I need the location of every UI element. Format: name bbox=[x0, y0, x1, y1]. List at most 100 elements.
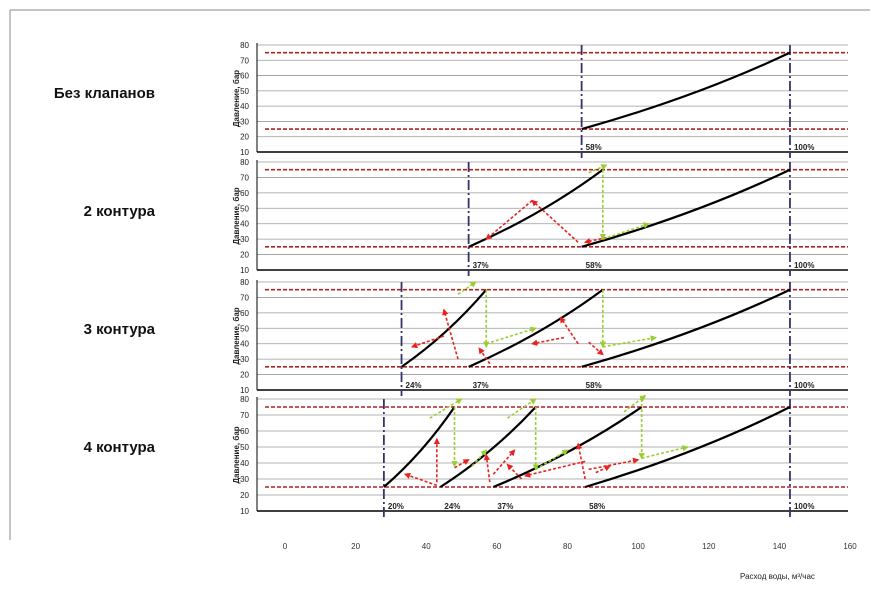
y-tick-label: 70 bbox=[240, 173, 249, 182]
green-arrow bbox=[602, 222, 650, 240]
y-tick-label: 10 bbox=[240, 148, 249, 157]
pump-curve bbox=[584, 406, 791, 489]
red-arrow bbox=[559, 316, 579, 345]
y-tick-label: 40 bbox=[240, 102, 249, 111]
green-arrow bbox=[471, 449, 488, 467]
green-arrow bbox=[457, 281, 477, 295]
percent-label: 100% bbox=[794, 502, 814, 511]
y-tick-label: 40 bbox=[240, 340, 249, 349]
panel-4: 4 контура 10 20 30 40 50 60 70 80 Давление, бар 20… bbox=[84, 395, 848, 517]
red-arrow bbox=[403, 472, 438, 487]
y-tick-label: 60 bbox=[240, 189, 249, 198]
pump-curve bbox=[581, 168, 791, 248]
x-tick-label: 80 bbox=[563, 542, 572, 551]
y-tick-label: 10 bbox=[240, 266, 249, 275]
percent-label: 58% bbox=[586, 143, 602, 152]
x-tick-label: 140 bbox=[773, 542, 787, 551]
red-arrow bbox=[575, 442, 586, 480]
percent-label: 24% bbox=[444, 502, 460, 511]
percent-label: 58% bbox=[589, 502, 605, 511]
y-tick-label: 20 bbox=[240, 133, 249, 142]
percent-label: 37% bbox=[497, 502, 513, 511]
pump-curve bbox=[581, 288, 791, 368]
red-arrow bbox=[483, 453, 491, 483]
red-arrow bbox=[410, 335, 445, 349]
red-arrow bbox=[530, 336, 565, 346]
percent-label: 37% bbox=[473, 381, 489, 390]
y-tick-label: 30 bbox=[240, 117, 249, 126]
x-tick-label: 20 bbox=[351, 542, 360, 551]
percent-label: 58% bbox=[586, 381, 602, 390]
pump-curve bbox=[492, 406, 643, 489]
x-tick-label: 160 bbox=[843, 542, 857, 551]
y-tick-label: 20 bbox=[240, 491, 249, 500]
x-axis-label: Расход воды, м³/час bbox=[740, 572, 815, 581]
panel-2: 2 контура 10 20 30 40 50 60 70 80 Давление, бар 37… bbox=[84, 158, 848, 276]
red-arrow bbox=[478, 347, 491, 365]
panel-1: Без клапанов 10 20 30 40 50 60 70 80 Давление, ба… bbox=[54, 41, 848, 158]
panel-label: 4 контура bbox=[84, 439, 156, 456]
y-axis-label: Давление, бар bbox=[232, 187, 241, 244]
pump-curve bbox=[400, 289, 488, 368]
panel-label: Без клапанов bbox=[54, 85, 155, 102]
percent-label: 100% bbox=[794, 143, 814, 152]
y-tick-label: 80 bbox=[240, 41, 249, 50]
y-tick-label: 60 bbox=[240, 72, 249, 81]
green-arrow bbox=[486, 326, 537, 345]
green-arrow bbox=[429, 398, 463, 419]
x-tick-label: 40 bbox=[422, 542, 431, 551]
y-tick-label: 40 bbox=[240, 220, 249, 229]
y-tick-label: 70 bbox=[240, 411, 249, 420]
percent-label: 100% bbox=[794, 261, 814, 270]
percent-label: 37% bbox=[473, 261, 489, 270]
x-tick-label: 60 bbox=[492, 542, 501, 551]
pump-curve bbox=[581, 51, 791, 131]
x-tick-label: 0 bbox=[283, 542, 288, 551]
y-tick-label: 60 bbox=[240, 309, 249, 318]
percent-label: 100% bbox=[794, 381, 814, 390]
y-tick-label: 80 bbox=[240, 278, 249, 287]
percent-label: 24% bbox=[406, 381, 422, 390]
red-arrow bbox=[588, 457, 640, 471]
y-tick-label: 20 bbox=[240, 371, 249, 380]
green-arrow bbox=[623, 395, 647, 413]
y-tick-label: 60 bbox=[240, 427, 249, 436]
red-arrow bbox=[531, 199, 579, 243]
panel-label: 3 контура bbox=[84, 321, 156, 338]
y-axis-label: Давление, бар bbox=[232, 307, 241, 364]
red-arrow bbox=[523, 460, 586, 478]
y-tick-label: 70 bbox=[240, 56, 249, 65]
y-tick-label: 50 bbox=[240, 204, 249, 213]
y-axis-label: Давление, бар bbox=[232, 70, 241, 127]
y-tick-label: 70 bbox=[240, 293, 249, 302]
x-tick-label: 100 bbox=[631, 542, 645, 551]
x-axis: 0 20 40 60 80 100 120 140 160 bbox=[283, 542, 857, 551]
percent-label: 58% bbox=[586, 261, 602, 270]
red-arrow bbox=[588, 341, 604, 356]
y-tick-label: 30 bbox=[240, 355, 249, 364]
green-arrow bbox=[588, 164, 608, 174]
red-arrow bbox=[442, 308, 459, 360]
y-tick-label: 30 bbox=[240, 475, 249, 484]
x-tick-label: 120 bbox=[702, 542, 716, 551]
percent-label: 20% bbox=[388, 502, 404, 511]
red-arrow bbox=[595, 465, 612, 474]
pump-curve bbox=[383, 406, 456, 488]
red-arrow bbox=[583, 236, 607, 245]
y-tick-label: 80 bbox=[240, 395, 249, 404]
y-tick-label: 30 bbox=[240, 235, 249, 244]
green-arrow bbox=[535, 449, 569, 471]
green-arrow bbox=[507, 398, 537, 419]
panel-label: 2 контура bbox=[84, 203, 156, 220]
red-arrow bbox=[506, 463, 523, 480]
pump-curve bbox=[439, 406, 537, 488]
y-tick-label: 50 bbox=[240, 443, 249, 452]
y-tick-label: 50 bbox=[240, 324, 249, 333]
y-tick-label: 10 bbox=[240, 507, 249, 516]
red-arrow bbox=[492, 449, 516, 475]
y-axis-label: Давление, бар bbox=[232, 426, 241, 483]
pump-curve bbox=[468, 288, 604, 368]
y-tick-label: 10 bbox=[240, 386, 249, 395]
